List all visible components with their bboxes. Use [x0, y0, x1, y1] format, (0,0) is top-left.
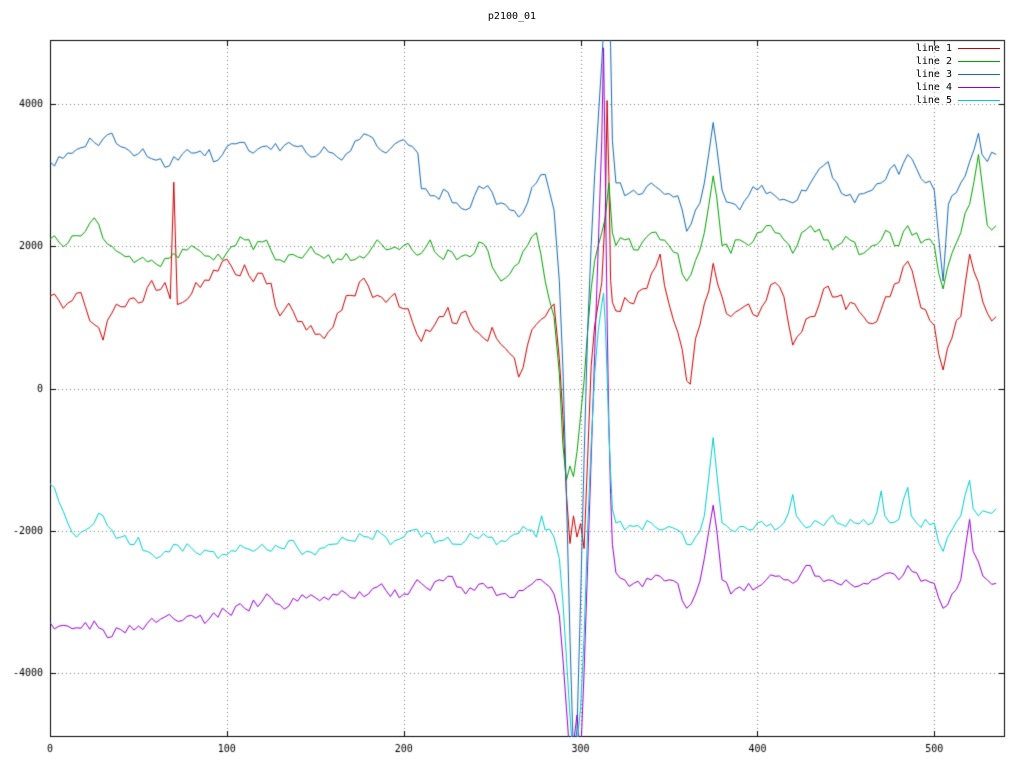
legend-line-sample — [958, 87, 1000, 88]
legend-item: line 4 — [916, 81, 1000, 94]
legend-line-sample — [958, 74, 1000, 75]
chart-title: p2100_01 — [487, 11, 537, 22]
legend-label: line 1 — [915, 43, 952, 54]
legend-label: line 4 — [915, 82, 952, 93]
legend-line-sample — [958, 61, 1000, 62]
legend-label: line 2 — [915, 56, 952, 67]
legend: line 1 line 2 line 3 line 4 line 5 — [916, 42, 1000, 107]
legend-line-sample — [958, 100, 1000, 101]
legend-label: line 3 — [915, 69, 952, 80]
legend-item: line 3 — [916, 68, 1000, 81]
legend-item: line 5 — [916, 94, 1000, 107]
legend-item: line 1 — [916, 42, 1000, 55]
legend-label: line 5 — [915, 95, 952, 106]
legend-item: line 2 — [916, 55, 1000, 68]
legend-line-sample — [958, 48, 1000, 49]
